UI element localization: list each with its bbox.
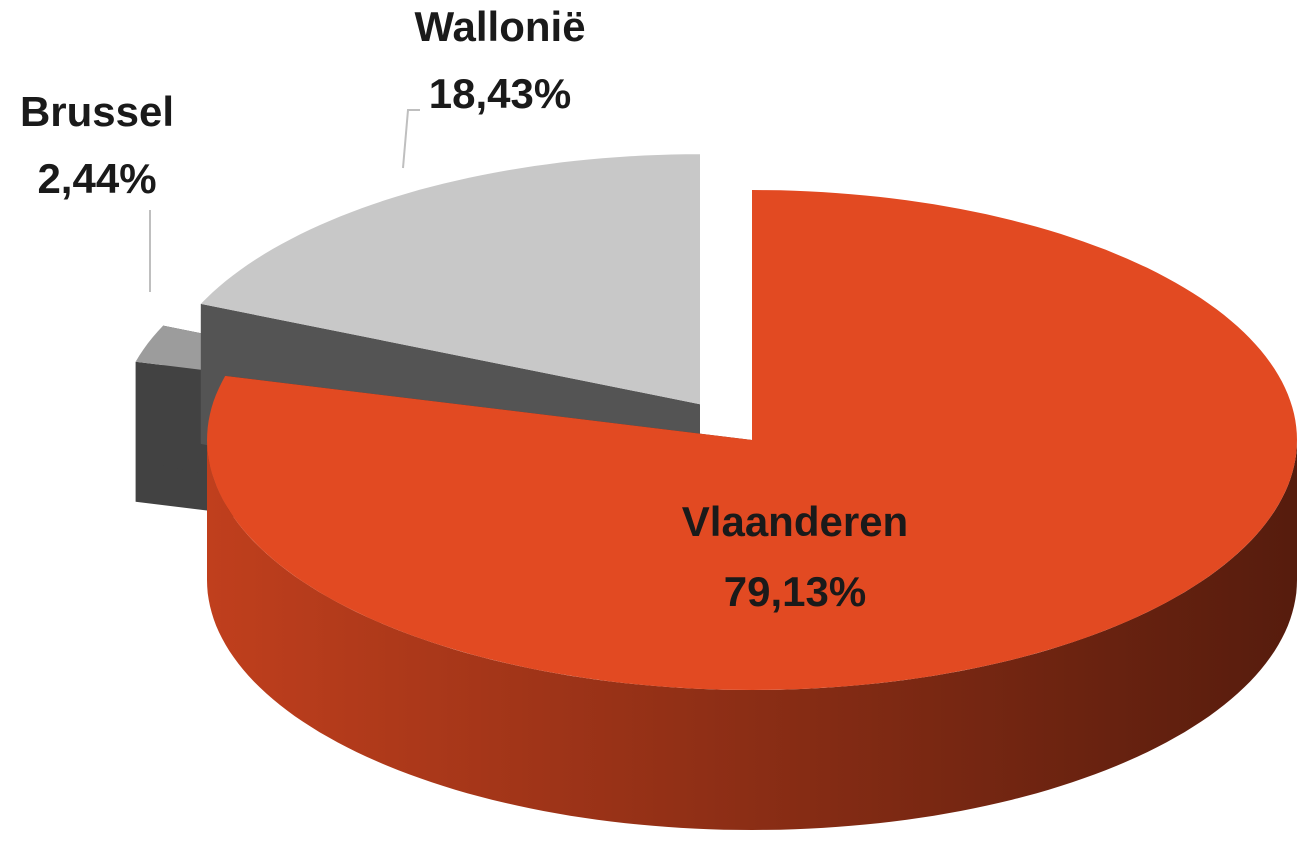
- value-label: 18,43%: [429, 70, 571, 117]
- slice-top: [200, 154, 701, 405]
- pie: [135, 154, 1297, 830]
- pie-slice: [207, 190, 1297, 830]
- slice-label: Wallonië: [414, 3, 585, 50]
- leader-line: [402, 109, 420, 169]
- value-label: 79,13%: [724, 568, 866, 615]
- slice-label: Vlaanderen: [682, 498, 908, 545]
- slice-top: [207, 190, 1297, 690]
- value-label: 2,44%: [37, 155, 156, 202]
- slice-label: Brussel: [20, 88, 174, 135]
- slice-wall: [207, 440, 1297, 830]
- labels: Vlaanderen 79,13% Brussel 2,44% Wallonië 18,4…: [20, 3, 908, 615]
